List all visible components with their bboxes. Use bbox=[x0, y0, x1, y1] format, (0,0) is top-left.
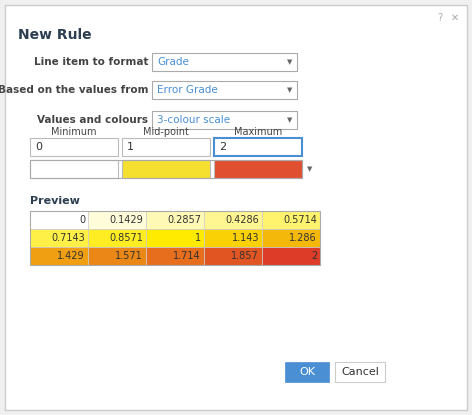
Text: 1.714: 1.714 bbox=[173, 251, 201, 261]
Bar bbox=[204, 229, 262, 247]
Text: Values and colours: Values and colours bbox=[37, 115, 148, 125]
Bar bbox=[30, 211, 320, 265]
Text: 2: 2 bbox=[311, 251, 317, 261]
FancyBboxPatch shape bbox=[152, 53, 297, 71]
Bar bbox=[204, 247, 262, 265]
Text: 1.429: 1.429 bbox=[58, 251, 85, 261]
FancyBboxPatch shape bbox=[152, 81, 297, 99]
Text: 0.7143: 0.7143 bbox=[51, 233, 85, 243]
Text: 1: 1 bbox=[127, 142, 134, 152]
Text: Preview: Preview bbox=[30, 196, 80, 206]
Bar bbox=[146, 247, 204, 265]
Text: ✕: ✕ bbox=[451, 13, 459, 23]
FancyBboxPatch shape bbox=[214, 160, 302, 178]
Bar bbox=[30, 247, 88, 265]
Text: ▼: ▼ bbox=[287, 59, 292, 65]
Bar bbox=[146, 229, 204, 247]
Text: Grade: Grade bbox=[157, 57, 189, 67]
Bar bbox=[88, 229, 146, 247]
Bar bbox=[88, 247, 146, 265]
Text: 0: 0 bbox=[35, 142, 42, 152]
Text: 1: 1 bbox=[195, 233, 201, 243]
Text: 0.1429: 0.1429 bbox=[109, 215, 143, 225]
Text: 1.143: 1.143 bbox=[231, 233, 259, 243]
Text: New Rule: New Rule bbox=[18, 28, 92, 42]
Bar bbox=[204, 211, 262, 229]
Text: 0: 0 bbox=[79, 215, 85, 225]
Text: 1.857: 1.857 bbox=[231, 251, 259, 261]
FancyBboxPatch shape bbox=[122, 138, 210, 156]
Text: OK: OK bbox=[299, 367, 315, 377]
Text: ▼: ▼ bbox=[287, 87, 292, 93]
Text: Cancel: Cancel bbox=[341, 367, 379, 377]
Text: 1.286: 1.286 bbox=[289, 233, 317, 243]
FancyBboxPatch shape bbox=[214, 138, 302, 156]
FancyBboxPatch shape bbox=[30, 160, 118, 178]
Text: 1.571: 1.571 bbox=[115, 251, 143, 261]
Text: Line item to format: Line item to format bbox=[34, 57, 148, 67]
FancyBboxPatch shape bbox=[152, 111, 297, 129]
Bar bbox=[30, 211, 88, 229]
Text: 2: 2 bbox=[219, 142, 226, 152]
Text: 0.8571: 0.8571 bbox=[109, 233, 143, 243]
FancyBboxPatch shape bbox=[335, 362, 385, 382]
Text: Minimum: Minimum bbox=[51, 127, 97, 137]
Bar bbox=[146, 211, 204, 229]
Text: ▼: ▼ bbox=[287, 117, 292, 123]
Bar bbox=[262, 211, 320, 229]
FancyBboxPatch shape bbox=[5, 5, 467, 410]
Text: Mid-point: Mid-point bbox=[143, 127, 189, 137]
Text: Error Grade: Error Grade bbox=[157, 85, 218, 95]
Text: 0.4286: 0.4286 bbox=[225, 215, 259, 225]
Text: 0.2857: 0.2857 bbox=[167, 215, 201, 225]
Text: 3-colour scale: 3-colour scale bbox=[157, 115, 230, 125]
Text: ▼: ▼ bbox=[307, 166, 312, 172]
Text: 0.5714: 0.5714 bbox=[283, 215, 317, 225]
Bar bbox=[30, 229, 88, 247]
FancyBboxPatch shape bbox=[122, 160, 210, 178]
Bar bbox=[88, 211, 146, 229]
Bar bbox=[262, 229, 320, 247]
FancyBboxPatch shape bbox=[30, 138, 118, 156]
FancyBboxPatch shape bbox=[285, 362, 329, 382]
Text: Maximum: Maximum bbox=[234, 127, 282, 137]
Bar bbox=[262, 247, 320, 265]
Text: ?: ? bbox=[438, 13, 443, 23]
Text: Based on the values from: Based on the values from bbox=[0, 85, 148, 95]
